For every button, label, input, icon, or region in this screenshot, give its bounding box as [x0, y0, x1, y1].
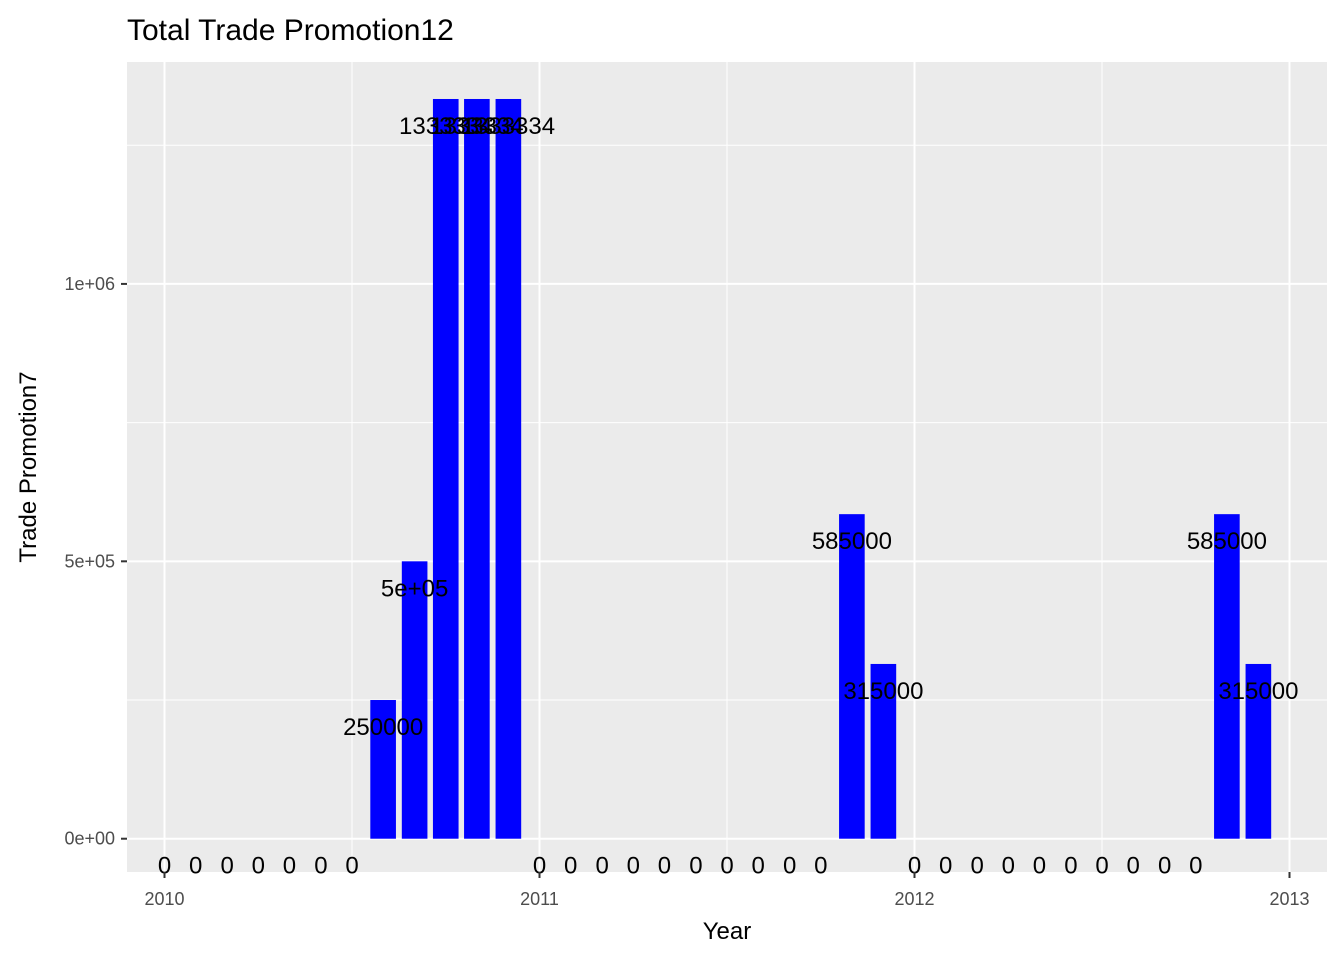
data-label: 5e+05	[381, 575, 448, 602]
data-label: 0	[595, 853, 608, 880]
data-label: 0	[939, 853, 952, 880]
data-label: 315000	[1218, 678, 1298, 705]
data-label: 315000	[843, 678, 923, 705]
minor-gridlines	[127, 62, 1327, 872]
data-label: 0	[533, 853, 546, 880]
data-label: 0	[1158, 853, 1171, 880]
y-tick-label: 1e+06	[64, 274, 115, 294]
data-label: 0	[564, 853, 577, 880]
data-label: 0	[189, 853, 202, 880]
bar	[1214, 514, 1240, 839]
bar	[870, 663, 897, 839]
chart-title: Total Trade Promotion12	[127, 14, 454, 47]
bar	[370, 700, 396, 839]
data-label: 0	[658, 853, 671, 880]
data-label: 0	[1033, 853, 1046, 880]
data-label: 0	[1189, 853, 1202, 880]
data-label: 0	[627, 853, 640, 880]
data-label: 0	[314, 853, 327, 880]
data-label: 1333334	[462, 113, 555, 140]
data-label: 0	[751, 853, 764, 880]
x-tick-label: 2013	[1269, 889, 1309, 909]
data-label: 0	[1064, 853, 1077, 880]
data-label: 0	[1002, 853, 1015, 880]
data-label: 0	[158, 853, 171, 880]
y-axis: 0e+00 5e+05 1e+06	[64, 274, 127, 849]
data-label: 0	[720, 853, 733, 880]
data-label: 0	[908, 853, 921, 880]
bar	[839, 514, 865, 839]
bar	[1245, 663, 1272, 839]
data-label: 0	[1095, 853, 1108, 880]
data-label: 0	[252, 853, 265, 880]
x-axis: 2010 2011 2012 2013	[144, 872, 1310, 909]
x-axis-title: Year	[703, 918, 752, 945]
data-label: 0	[1126, 853, 1139, 880]
data-label: 0	[220, 853, 233, 880]
bars	[370, 98, 1272, 839]
bar	[495, 98, 522, 839]
data-label: 0	[345, 853, 358, 880]
data-label: 0	[283, 853, 296, 880]
data-label: 1333334	[430, 113, 523, 140]
bar	[464, 98, 490, 839]
data-label: 1333334	[399, 113, 492, 140]
data-label: 0	[783, 853, 796, 880]
major-gridlines	[127, 62, 1327, 872]
x-tick-label: 2012	[894, 889, 934, 909]
data-label: 585000	[1187, 528, 1267, 555]
y-tick-label: 0e+00	[64, 829, 115, 849]
data-label: 0	[689, 853, 702, 880]
y-tick-label: 5e+05	[64, 551, 115, 571]
bar	[401, 561, 428, 839]
x-tick-label: 2010	[144, 889, 184, 909]
data-label: 250000	[343, 714, 423, 741]
data-label: 0	[970, 853, 983, 880]
data-label: 0	[814, 853, 827, 880]
y-axis-title: Trade Promotion7	[15, 371, 42, 562]
data-label: 585000	[812, 528, 892, 555]
x-tick-label: 2011	[520, 889, 559, 909]
data-labels: 0 0 0 0 0 0 02500005e+051333334133333413333340…	[158, 113, 1299, 880]
bar	[432, 98, 459, 839]
